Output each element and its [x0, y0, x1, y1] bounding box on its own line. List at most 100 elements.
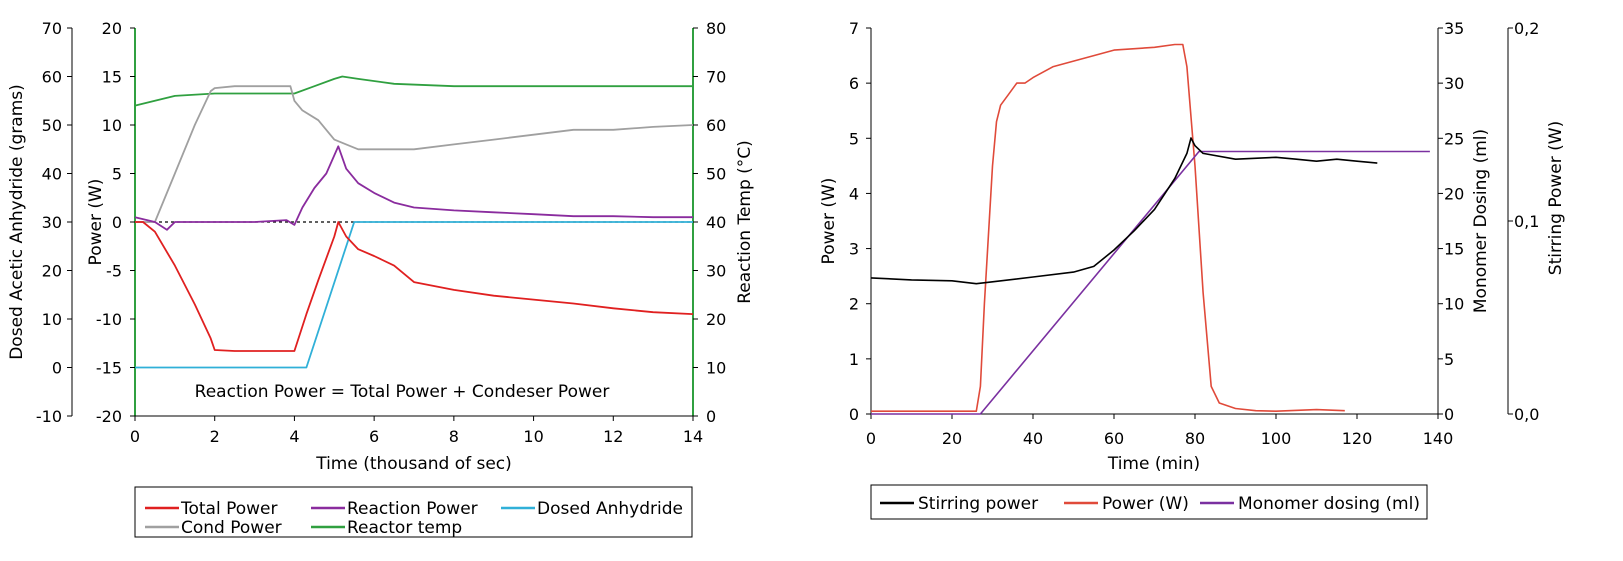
tick-label: 0 [1444, 405, 1454, 424]
tick-label: 40 [1023, 429, 1043, 448]
right-power-axis-label: Power (W) [819, 178, 839, 265]
series-line-stirring-power [870, 137, 1378, 285]
tick-label: 30 [1444, 74, 1464, 93]
tick-label: 0,1 [1514, 212, 1539, 231]
tick-label: 2 [210, 427, 220, 446]
tick-label: 0 [866, 429, 876, 448]
series-line-reactor-temp [134, 75, 693, 107]
tick-label: 0 [52, 359, 62, 378]
tick-label: 30 [42, 213, 62, 232]
tick-label: 4 [849, 184, 859, 203]
tick-label: 50 [706, 165, 726, 184]
tick-label: 20 [706, 310, 726, 329]
legend-label-cond-power: Cond Power [181, 518, 282, 538]
tick-label: 140 [1423, 429, 1454, 448]
tick-label: 20 [942, 429, 962, 448]
power-axis-label: Power (W) [86, 179, 106, 266]
legend-label-reaction-power: Reaction Power [347, 499, 478, 519]
tick-label: 10 [1444, 295, 1464, 314]
tick-label: 20 [1444, 184, 1464, 203]
tick-label: 10 [523, 427, 543, 446]
left-series-lines [134, 75, 694, 369]
left-annotation: Reaction Power = Total Power + Condeser … [195, 382, 610, 402]
series-line-cond-power [135, 85, 694, 223]
tick-label: 7 [849, 19, 859, 38]
right-power-axis-ticks: 7 6 5 4 3 2 1 0 [849, 19, 871, 424]
tick-label: 80 [706, 19, 726, 38]
legend-label-monomer-dosing-ml: Monomer dosing (ml) [1238, 494, 1420, 514]
left-legend-box [134, 486, 693, 538]
series-line-dosed-anhydride [135, 221, 693, 369]
tick-label: -15 [96, 359, 122, 378]
temp-axis-ticks: 80 70 60 50 40 30 20 10 0 [693, 19, 726, 426]
tick-label: 0 [849, 405, 859, 424]
left-x-axis-label: Time (thousand of sec) [315, 454, 512, 474]
right-series-lines [870, 43, 1430, 415]
outer-left-axis-label: Dosed Acetic Anhydride (grams) [7, 84, 27, 360]
dosing-axis-ticks: 35 30 25 20 15 10 5 0 [1438, 19, 1464, 424]
tick-label: -10 [96, 310, 122, 329]
tick-label: 20 [42, 262, 62, 281]
tick-label: 0 [112, 213, 122, 232]
left-legend: Total Power Reaction Power Dosed Anhydride… [134, 486, 693, 538]
tick-label: 100 [1261, 429, 1292, 448]
tick-label: 20 [102, 19, 122, 38]
tick-label: 1 [849, 350, 859, 369]
legend-label-reactor-temp: Reactor temp [347, 518, 462, 538]
tick-label: -5 [106, 262, 122, 281]
tick-label: 10 [42, 310, 62, 329]
tick-label: 80 [1185, 429, 1205, 448]
series-line-monomer-dosing-ml [871, 150, 1430, 415]
stirring-axis-ticks: 0,2 0,1 0,0 [1508, 19, 1539, 424]
tick-label: 70 [706, 68, 726, 87]
tick-label: 120 [1342, 429, 1373, 448]
temp-axis-label: Reaction Temp (°C) [735, 140, 755, 304]
time-axis-ticks: 0 2 4 6 8 10 12 14 [130, 416, 703, 446]
tick-label: 60 [1104, 429, 1124, 448]
dosing-axis-label: Monomer Dosing (ml) [1471, 129, 1491, 313]
tick-label: 15 [102, 68, 122, 87]
tick-label: 10 [102, 116, 122, 135]
tick-label: 40 [706, 213, 726, 232]
tick-label: 3 [849, 240, 859, 259]
series-line-total-power [135, 221, 694, 352]
series-line-reaction-power [134, 145, 693, 231]
stirring-axis-label: Stirring Power (W) [1546, 121, 1566, 275]
tick-label: 0,0 [1514, 405, 1539, 424]
legend-label-stirring-power: Stirring power [918, 494, 1038, 514]
tick-label: 6 [369, 427, 379, 446]
tick-label: 0,2 [1514, 19, 1539, 38]
tick-label: 40 [42, 165, 62, 184]
tick-label: 6 [849, 74, 859, 93]
tick-label: -10 [36, 407, 62, 426]
tick-label: 8 [449, 427, 459, 446]
tick-label: 50 [42, 116, 62, 135]
tick-label: 60 [42, 68, 62, 87]
tick-label: 12 [603, 427, 623, 446]
tick-label: 35 [1444, 19, 1464, 38]
tick-label: -20 [96, 407, 122, 426]
right-x-axis-label: Time (min) [1107, 454, 1200, 474]
outer-left-axis-ticks: 70 60 50 40 30 20 10 0 -10 [36, 19, 72, 426]
right-legend-box [870, 484, 1428, 520]
tick-label: 5 [112, 165, 122, 184]
tick-label: 2 [849, 295, 859, 314]
tick-label: 4 [289, 427, 299, 446]
legend-label-dosed-anhydride: Dosed Anhydride [537, 499, 683, 519]
legend-label-power-w: Power (W) [1102, 494, 1189, 514]
right-time-axis-ticks: 0 20 40 60 80 100 120 140 [866, 414, 1453, 448]
legend-label-total-power: Total Power [180, 499, 278, 519]
tick-label: 25 [1444, 129, 1464, 148]
tick-label: 60 [706, 116, 726, 135]
tick-label: 5 [1444, 350, 1454, 369]
tick-label: 10 [706, 359, 726, 378]
right-legend: Stirring power Power (W) Monomer dosing (m… [870, 484, 1428, 520]
tick-label: 14 [683, 427, 703, 446]
tick-label: 5 [849, 129, 859, 148]
power-axis-ticks: 20 15 10 5 0 -5 -10 -15 -20 [96, 19, 135, 426]
tick-label: 15 [1444, 240, 1464, 259]
tick-label: 0 [130, 427, 140, 446]
series-line-power-w [871, 43, 1345, 413]
